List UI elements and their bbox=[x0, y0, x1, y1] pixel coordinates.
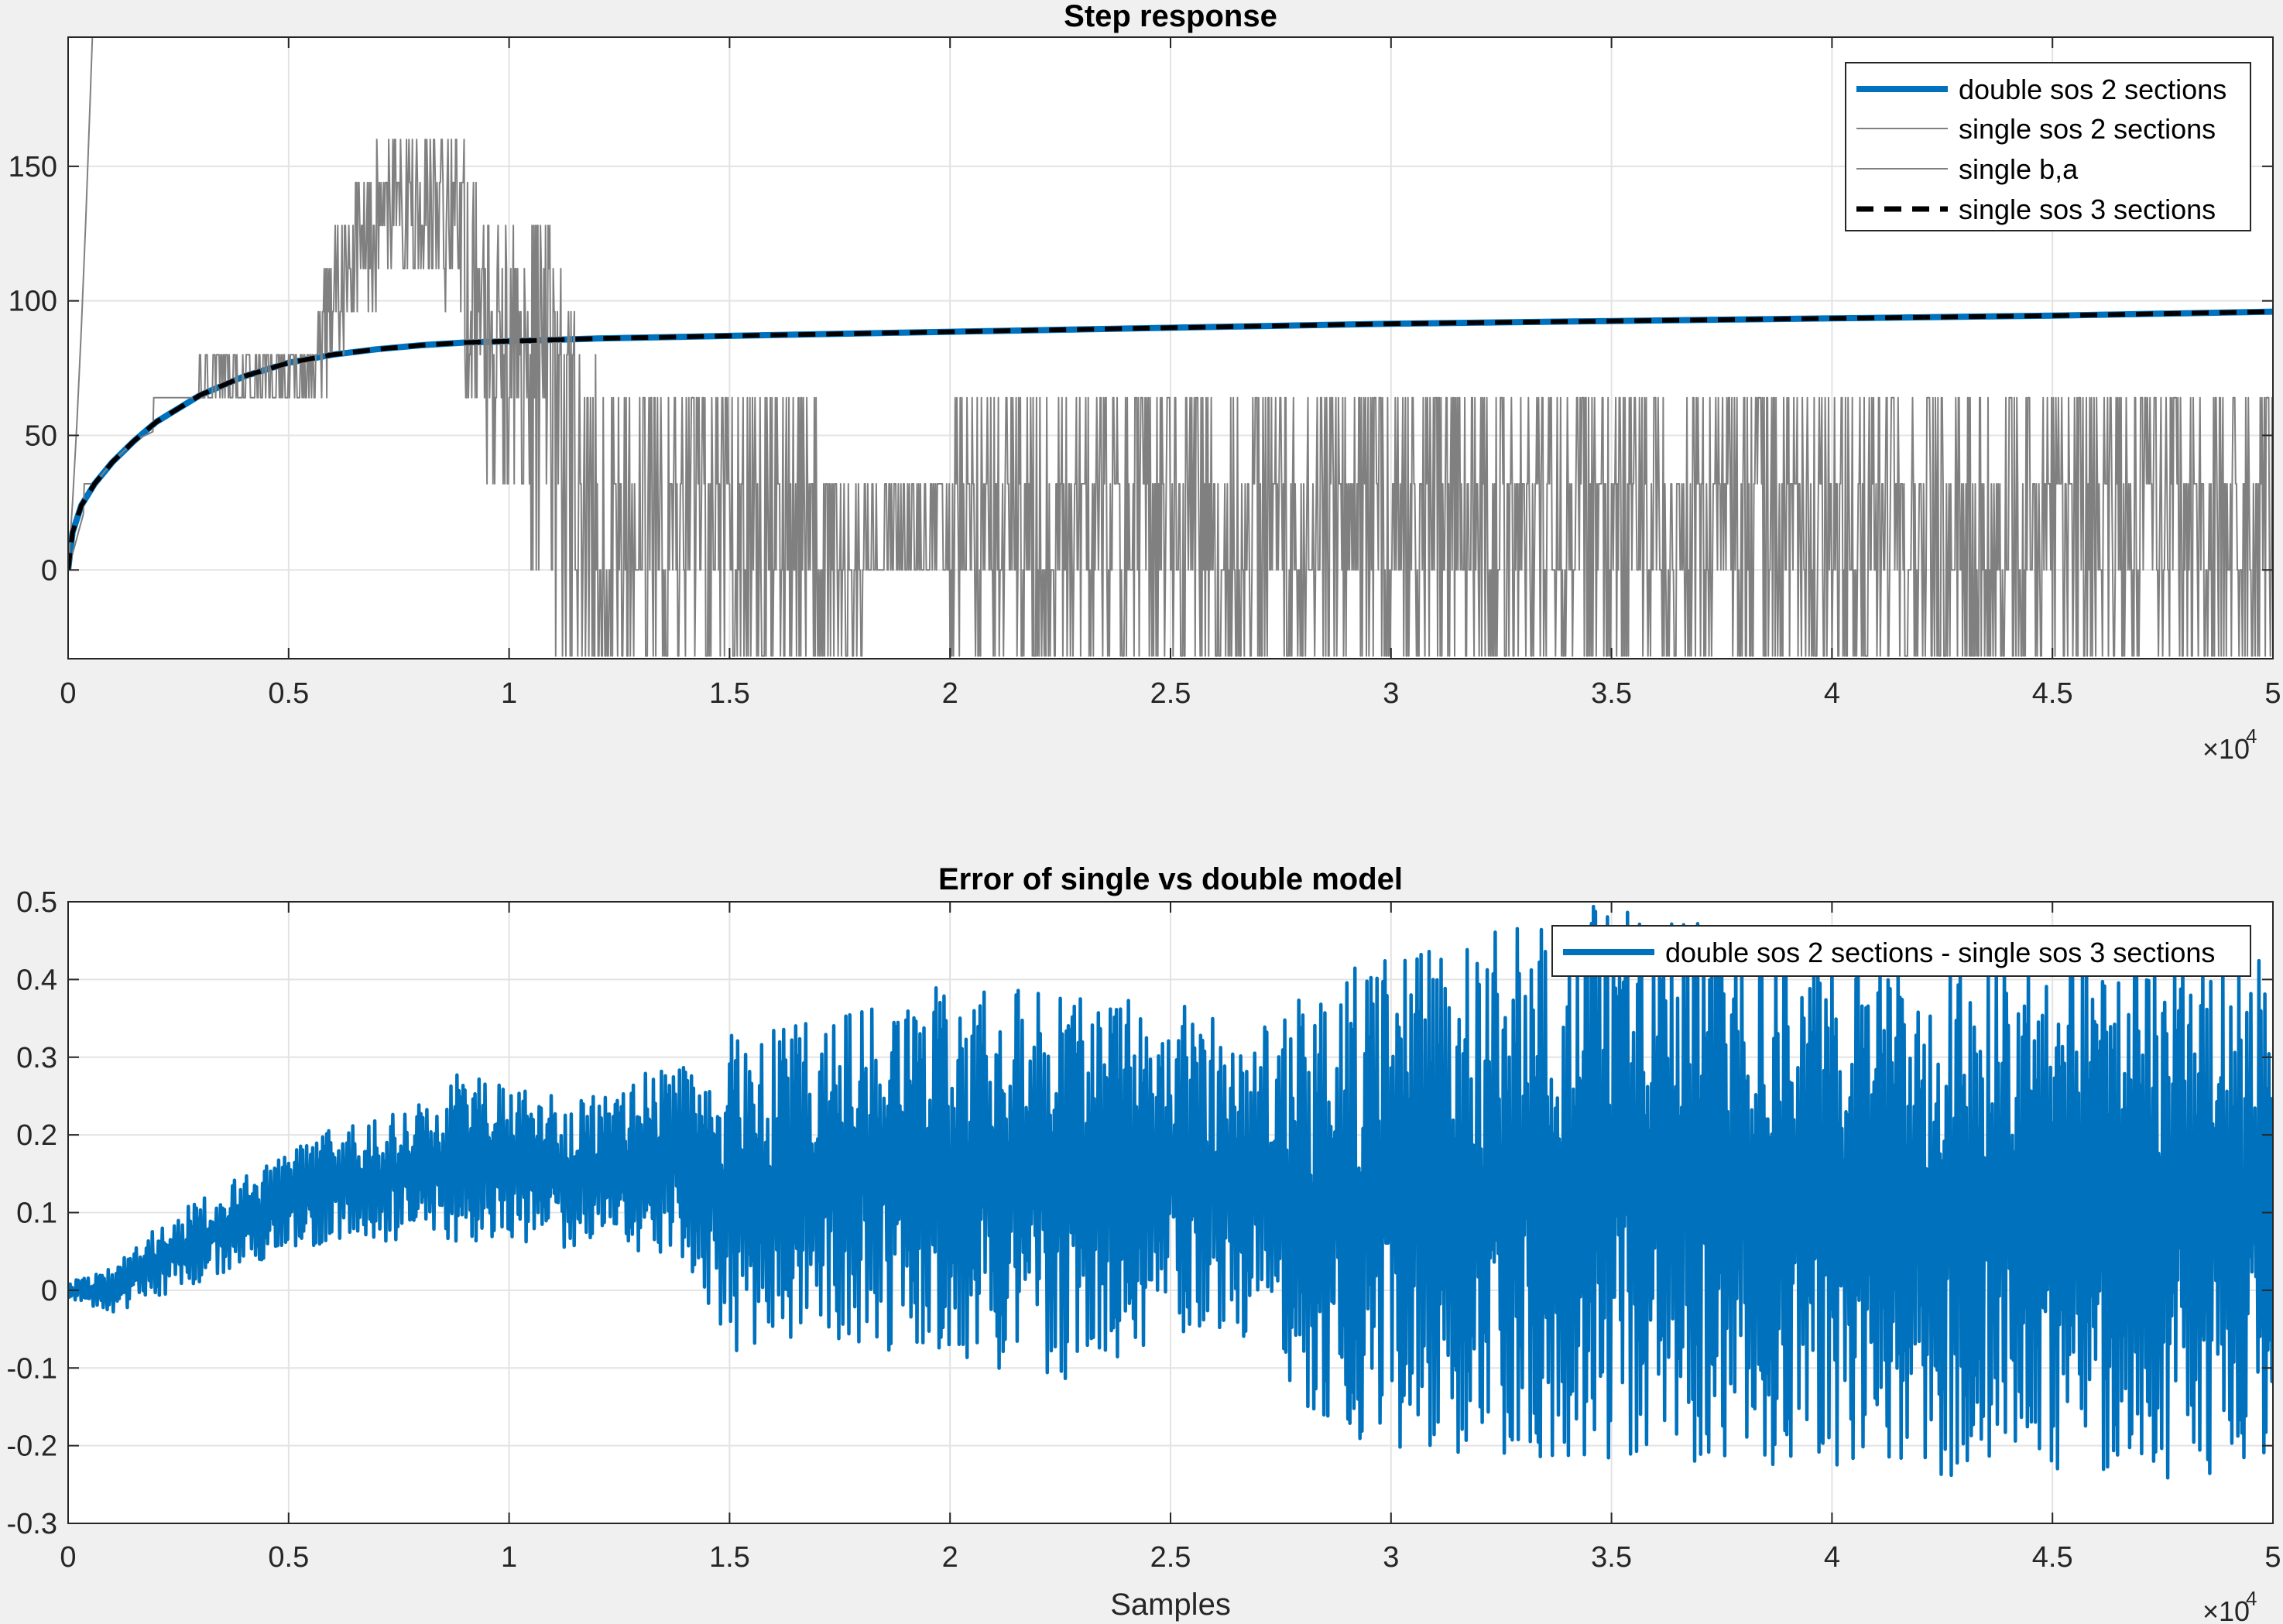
x-tick-label: 2.5 bbox=[1150, 1541, 1191, 1574]
x-tick-label: 0 bbox=[60, 1541, 76, 1574]
series-single-sos-2-sections bbox=[68, 139, 2273, 657]
y-tick-label: 0.2 bbox=[16, 1119, 57, 1152]
x-exponent-power: 4 bbox=[2246, 725, 2257, 748]
series-double-sos-2-sections-single-sos-3-sections bbox=[68, 904, 2273, 1480]
x-tick-label: 0 bbox=[60, 677, 76, 710]
y-tick-label: 0.5 bbox=[16, 886, 57, 919]
chart-title: Error of single vs double model bbox=[938, 862, 1403, 896]
x-exponent-label: ×10 bbox=[2202, 1595, 2250, 1624]
legend-entry: double sos 2 sections bbox=[1959, 74, 2226, 105]
x-tick-label: 0.5 bbox=[268, 677, 309, 710]
y-tick-label: -0.2 bbox=[7, 1430, 57, 1463]
x-axis-label: Samples bbox=[1110, 1588, 1231, 1622]
y-ticks: -0.3 -0.2 -0.1 0 0.1 0.2 0.3 0.4 0.5 bbox=[7, 886, 2273, 1540]
x-tick-label: 3.5 bbox=[1591, 1541, 1632, 1574]
series-double-sos-2-sections-single-sos-3-sections-line bbox=[68, 904, 2273, 1480]
y-tick-label: 150 bbox=[9, 151, 57, 183]
series-single-sos-3-sections bbox=[68, 309, 2273, 570]
x-tick-label: 4 bbox=[1824, 1541, 1840, 1574]
legend-entry: double sos 2 sections - single sos 3 sec… bbox=[1665, 937, 2215, 968]
legend-entry: single sos 2 sections bbox=[1959, 113, 2216, 145]
y-ticks: 0 50 100 150 bbox=[9, 151, 2273, 587]
y-tick-label: 50 bbox=[25, 420, 57, 452]
y-tick-label: 0 bbox=[41, 1275, 57, 1307]
y-tick-label: 0.3 bbox=[16, 1042, 57, 1074]
y-tick-label: 0.1 bbox=[16, 1197, 57, 1230]
x-tick-label: 4.5 bbox=[2032, 677, 2073, 710]
x-tick-label: 5 bbox=[2264, 1541, 2281, 1574]
error-chart: 0 0.5 1 1.5 2 2.5 3 3.5 4 4.5 5 -0.3 -0.2 -0.1 0 0.1 0.2… bbox=[7, 862, 2281, 1624]
legend: double sos 2 sections - single sos 3 sec… bbox=[1551, 925, 2251, 977]
series-group bbox=[68, 904, 2273, 1480]
x-tick-label: 3 bbox=[1383, 677, 1399, 710]
series-single-sos-2-sections-line bbox=[68, 139, 2273, 657]
x-ticks: 0 0.5 1 1.5 2 2.5 3 3.5 4 4.5 5 bbox=[60, 902, 2281, 1574]
x-tick-label: 2.5 bbox=[1150, 677, 1191, 710]
x-tick-label: 4 bbox=[1824, 677, 1840, 710]
legend-entry: single b,a bbox=[1959, 153, 2079, 185]
x-exponent-power: 4 bbox=[2246, 1587, 2257, 1610]
series-single-sos-3-sections-line bbox=[68, 309, 2273, 570]
x-ticks: 0 0.5 1 1.5 2 2.5 3 3.5 4 4.5 5 bbox=[60, 37, 2281, 710]
legend: double sos 2 sections single sos 2 sectio… bbox=[1845, 62, 2251, 231]
y-tick-label: 0.4 bbox=[16, 964, 57, 996]
x-tick-label: 1.5 bbox=[709, 677, 750, 710]
x-tick-label: 3 bbox=[1383, 1541, 1399, 1574]
series-group bbox=[68, 37, 2273, 657]
legend-entry: single sos 3 sections bbox=[1959, 194, 2216, 225]
chart-title: Step response bbox=[1064, 0, 1277, 33]
x-tick-label: 2 bbox=[942, 677, 958, 710]
x-tick-label: 0.5 bbox=[268, 1541, 309, 1574]
legend-box bbox=[1551, 925, 2251, 977]
x-tick-label: 1 bbox=[501, 1541, 517, 1574]
x-tick-label: 5 bbox=[2264, 677, 2281, 710]
y-tick-label: 0 bbox=[41, 554, 57, 587]
y-tick-label: 100 bbox=[9, 286, 57, 318]
series-single-b-a-line bbox=[68, 37, 94, 570]
x-tick-label: 2 bbox=[942, 1541, 958, 1574]
y-tick-label: -0.3 bbox=[7, 1508, 57, 1540]
x-tick-label: 4.5 bbox=[2032, 1541, 2073, 1574]
x-tick-label: 3.5 bbox=[1591, 677, 1632, 710]
series-single-b-a bbox=[68, 37, 94, 570]
x-tick-label: 1.5 bbox=[709, 1541, 750, 1574]
x-exponent-label: ×10 bbox=[2202, 733, 2250, 765]
x-tick-label: 1 bbox=[501, 677, 517, 710]
y-tick-label: -0.1 bbox=[7, 1352, 57, 1385]
